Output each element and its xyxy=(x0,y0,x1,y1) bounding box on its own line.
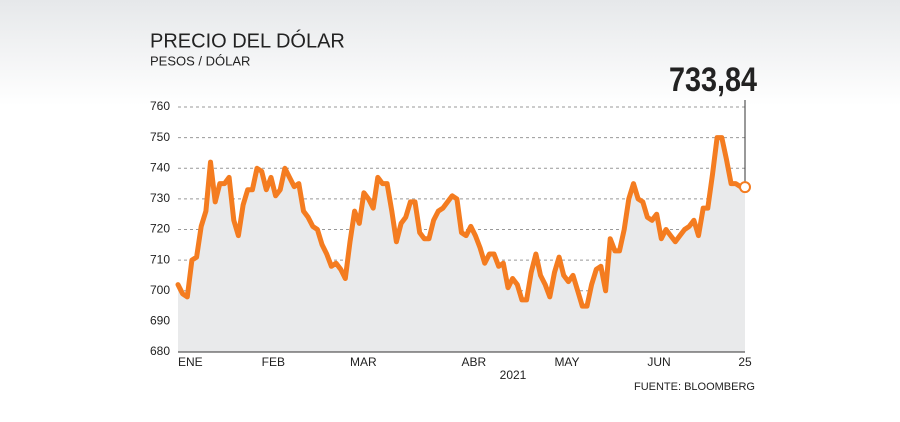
y-tick-label: 730 xyxy=(150,191,170,205)
source: FUENTE: BLOOMBERG xyxy=(634,381,755,393)
y-tick-label: 760 xyxy=(150,99,170,113)
y-tick-label: 750 xyxy=(150,130,170,144)
y-tick-label: 710 xyxy=(150,252,170,266)
y-tick-label: 680 xyxy=(150,344,170,358)
end-point xyxy=(739,181,751,194)
x-tick-label: ABR xyxy=(462,355,487,369)
x-tick-label: JUN xyxy=(647,355,670,369)
area xyxy=(178,137,745,352)
x-tick-label: ENE xyxy=(178,355,203,369)
x-tick-label: MAY xyxy=(554,355,579,369)
y-tick-label: 740 xyxy=(150,160,170,174)
chart-title: PRECIO DEL DÓLAR xyxy=(150,29,345,52)
line xyxy=(175,135,748,309)
y-tick-label: 690 xyxy=(150,314,170,328)
y-tick-label: 700 xyxy=(150,283,170,297)
chart-subtitle: PESOS / DÓLAR xyxy=(150,53,250,68)
x-tick-label: FEB xyxy=(262,355,285,369)
x-axis-label: 2021 xyxy=(500,368,527,382)
value-label: 733,84 xyxy=(669,61,757,99)
y-tick-label: 720 xyxy=(150,222,170,236)
x-tick-label: 25 xyxy=(738,355,752,369)
x-tick-label: MAR xyxy=(350,355,377,369)
